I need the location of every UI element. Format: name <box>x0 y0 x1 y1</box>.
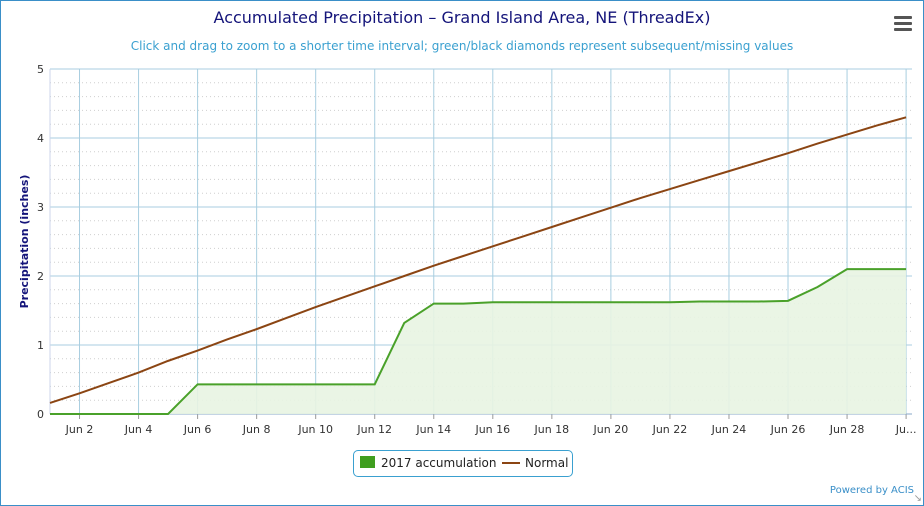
x-tick-label: Jun 20 <box>593 423 629 436</box>
y-tick-label: 1 <box>37 339 44 352</box>
x-tick-label: Jun 2 <box>65 423 94 436</box>
chart-subtitle: Click and drag to zoom to a shorter time… <box>130 39 794 53</box>
y-axis-title: Precipitation (inches) <box>18 175 31 309</box>
normal-series-line <box>49 116 907 404</box>
x-tick-label: Jun 10 <box>297 423 333 436</box>
legend-label-normal: Normal <box>525 456 569 470</box>
resize-handle-icon[interactable]: ↘ <box>913 493 922 504</box>
y-tick-label: 0 <box>37 408 44 421</box>
y-tick-label: 4 <box>37 132 44 145</box>
accumulation-area-fill <box>50 269 907 414</box>
x-tick-label: Ju... <box>895 423 917 436</box>
x-tick-label: Jun 28 <box>829 423 865 436</box>
hamburger-menu-icon[interactable] <box>894 16 912 32</box>
x-tick-label: Jun 12 <box>356 423 392 436</box>
x-tick-label: Jun 24 <box>711 423 747 436</box>
x-tick-label: Jun 8 <box>242 423 271 436</box>
chart-title: Accumulated Precipitation – Grand Island… <box>213 8 711 27</box>
x-tick-label: Jun 4 <box>124 423 153 436</box>
y-tick-label: 5 <box>37 63 44 76</box>
x-tick-label: Jun 6 <box>183 423 212 436</box>
accumulation-series-line <box>50 268 907 415</box>
x-tick-label: Jun 14 <box>415 423 451 436</box>
legend-item-accumulation[interactable]: 2017 accumulation <box>360 456 496 470</box>
x-tick-label: Jun 16 <box>474 423 510 436</box>
accumulation-swatch-icon <box>360 456 375 468</box>
x-tick-label: Jun 18 <box>534 423 570 436</box>
y-tick-label: 3 <box>37 201 44 214</box>
x-tick-label: Jun 26 <box>770 423 806 436</box>
legend: 2017 accumulation Normal <box>353 450 573 477</box>
y-tick-label: 2 <box>37 270 44 283</box>
x-tick-label: Jun 22 <box>652 423 688 436</box>
legend-item-normal[interactable]: Normal <box>502 456 568 470</box>
legend-label-accumulation: 2017 accumulation <box>381 456 497 470</box>
powered-by-credit[interactable]: Powered by ACIS <box>829 485 914 496</box>
normal-line-swatch-icon <box>502 462 520 464</box>
